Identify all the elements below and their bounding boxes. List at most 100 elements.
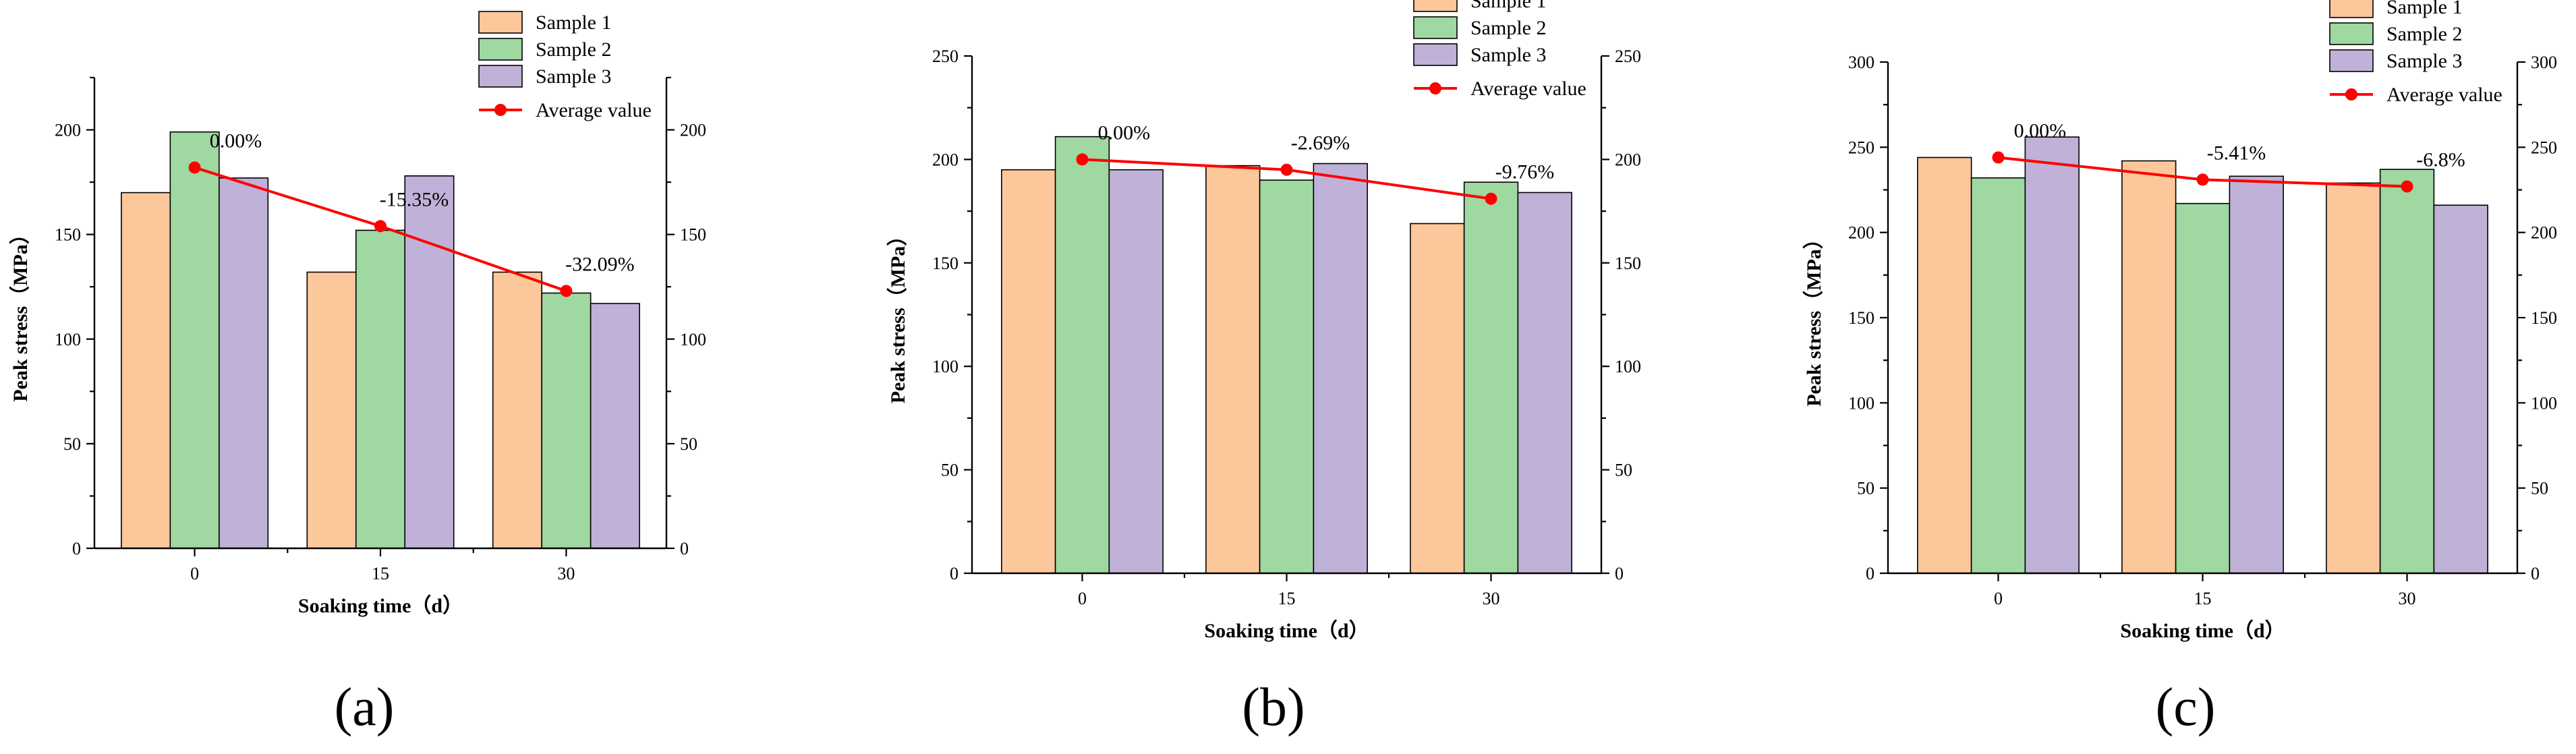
- legend-line-marker: [2345, 88, 2357, 100]
- x-tick-label: 0: [190, 564, 199, 583]
- y2-tick-label: 300: [2531, 53, 2557, 72]
- x-tick-label: 0: [1078, 589, 1087, 608]
- average-point: [1485, 192, 1497, 205]
- bar: [2379, 169, 2435, 574]
- bar: [404, 175, 455, 549]
- bar: [1463, 181, 1519, 574]
- chart-panel-2: 0 50 100 150 200 250 0 50 100 150 200 250 0 15 30 Soaki…: [886, 0, 1641, 737]
- y-tick-label: 50: [63, 434, 81, 454]
- legend-label: Sample 1: [2386, 0, 2463, 18]
- bar: [1205, 165, 1261, 574]
- legend-label: Sample 2: [1470, 17, 1547, 39]
- change-percent-label: -5.41%: [2207, 142, 2266, 164]
- chart-panel-3: 0 50 100 150 200 250 300 0 50 100 150 200 250 300 0 15 3…: [1802, 0, 2557, 737]
- y2-tick-label: 200: [680, 121, 706, 140]
- y2-tick-label: 150: [2531, 308, 2557, 328]
- legend-label: Sample 1: [536, 11, 612, 34]
- y-axis-title: Peak stress（MPa）: [9, 224, 32, 402]
- x-axis-title: Soaking time（d）: [1204, 619, 1369, 642]
- x-tick-label: 30: [557, 564, 575, 583]
- bar: [492, 271, 542, 549]
- y-axis-title: Peak stress（MPa）: [1802, 229, 1825, 407]
- y2-tick-label: 50: [1615, 461, 1632, 480]
- legend-label: Sample 1: [1470, 0, 1547, 12]
- y2-tick-label: 100: [680, 330, 706, 349]
- y2-tick-label: 0: [1615, 564, 1624, 583]
- bar: [1917, 156, 1972, 574]
- bar: [219, 177, 269, 549]
- change-percent-label: -9.76%: [1495, 161, 1554, 183]
- y-tick-label: 200: [932, 150, 958, 169]
- x-tick-label: 30: [1483, 589, 1500, 608]
- y2-tick-label: 250: [1615, 47, 1641, 66]
- bar: [121, 192, 171, 549]
- y-tick-label: 50: [941, 461, 958, 480]
- change-percent-label: 0.00%: [2014, 119, 2067, 142]
- bar: [355, 229, 406, 549]
- x-axis-title: Soaking time（d）: [2120, 619, 2285, 642]
- panel-label: (a): [335, 678, 395, 737]
- legend-swatch: [2329, 22, 2374, 45]
- y-tick-label: 300: [1848, 53, 1874, 72]
- y2-tick-label: 200: [1615, 150, 1641, 169]
- y-tick-label: 100: [1848, 393, 1874, 413]
- y-tick-label: 200: [1848, 223, 1874, 243]
- y2-tick-label: 0: [2531, 564, 2540, 583]
- average-point: [560, 285, 573, 297]
- y2-tick-label: 150: [1615, 254, 1641, 273]
- y-tick-label: 200: [55, 121, 81, 140]
- legend-swatch: [2329, 49, 2374, 72]
- bar: [2433, 204, 2488, 574]
- average-point: [374, 220, 387, 233]
- x-tick-label: 15: [1278, 589, 1296, 608]
- y-tick-label: 250: [1848, 138, 1874, 157]
- y-tick-label: 0: [950, 564, 958, 583]
- y-tick-label: 150: [1848, 308, 1874, 328]
- y2-tick-label: 150: [680, 225, 706, 245]
- change-percent-label: -6.8%: [2416, 148, 2465, 171]
- x-tick-label: 30: [2399, 589, 2416, 608]
- bar: [2121, 160, 2177, 574]
- legend-label: Sample 2: [2386, 23, 2463, 45]
- chart-panel-1: 0 50 100 150 200 0 50 100 150 200 0 15 30 Soaking tim…: [9, 11, 706, 737]
- bar: [1517, 192, 1572, 574]
- average-point: [1992, 151, 2005, 164]
- legend-label: Sample 3: [1470, 44, 1547, 66]
- y-tick-label: 0: [72, 539, 81, 558]
- change-percent-label: -15.35%: [380, 188, 449, 210]
- bar: [1259, 179, 1315, 574]
- bar: [2175, 202, 2231, 574]
- y2-tick-label: 0: [680, 539, 689, 558]
- legend-swatch: [1413, 0, 1458, 12]
- legend-swatch: [478, 38, 523, 61]
- bar: [590, 303, 640, 549]
- change-percent-label: -32.09%: [565, 253, 634, 275]
- y-tick-label: 50: [1857, 479, 1874, 498]
- bar: [2326, 182, 2381, 574]
- legend-label: Sample 3: [536, 65, 612, 88]
- average-point: [1280, 163, 1293, 176]
- y-tick-label: 100: [932, 357, 958, 376]
- bar: [1001, 169, 1056, 574]
- y2-tick-label: 100: [1615, 357, 1641, 376]
- bar: [1313, 163, 1368, 574]
- average-point: [2196, 173, 2209, 186]
- change-percent-label: -2.69%: [1291, 132, 1350, 154]
- average-point: [2401, 180, 2413, 193]
- legend-label: Average value: [1470, 78, 1586, 100]
- legend-swatch: [1413, 16, 1458, 39]
- y-tick-label: 150: [55, 225, 81, 245]
- bar: [169, 131, 220, 549]
- y-tick-label: 100: [55, 330, 81, 349]
- average-point: [1076, 153, 1089, 166]
- legend-line-marker: [1429, 82, 1441, 94]
- x-axis-title: Soaking time（d）: [298, 594, 463, 617]
- bar: [1054, 136, 1110, 574]
- bar: [1970, 177, 2026, 574]
- change-percent-label: 0.00%: [1098, 121, 1151, 144]
- legend-swatch: [2329, 0, 2374, 18]
- y-tick-label: 150: [932, 254, 958, 273]
- bar: [306, 271, 357, 549]
- legend-swatch: [1413, 43, 1458, 66]
